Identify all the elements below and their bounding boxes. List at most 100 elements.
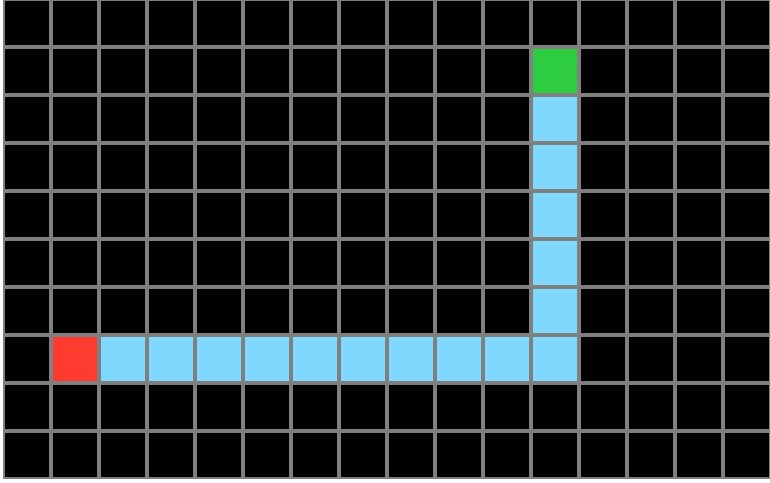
- grid-cell[interactable]: [483, 239, 531, 287]
- grid-cell[interactable]: [291, 95, 339, 143]
- grid-cell[interactable]: [195, 239, 243, 287]
- grid-cell[interactable]: [3, 95, 51, 143]
- grid-cell[interactable]: [675, 287, 723, 335]
- grid-cell[interactable]: [99, 47, 147, 95]
- grid-cell[interactable]: [435, 143, 483, 191]
- grid-cell[interactable]: [99, 431, 147, 479]
- grid-cell[interactable]: [291, 47, 339, 95]
- grid-cell[interactable]: [147, 287, 195, 335]
- path-cell[interactable]: [195, 335, 243, 383]
- grid-cell[interactable]: [579, 431, 627, 479]
- grid-cell[interactable]: [435, 0, 483, 47]
- grid-cell[interactable]: [579, 287, 627, 335]
- grid-cell[interactable]: [627, 0, 675, 47]
- grid-cell[interactable]: [195, 383, 243, 431]
- grid-cell[interactable]: [627, 47, 675, 95]
- grid-cell[interactable]: [195, 191, 243, 239]
- grid-cell[interactable]: [3, 143, 51, 191]
- grid-cell[interactable]: [51, 95, 99, 143]
- grid-cell[interactable]: [627, 383, 675, 431]
- grid-cell[interactable]: [243, 95, 291, 143]
- grid-cell[interactable]: [675, 0, 723, 47]
- grid-cell[interactable]: [147, 191, 195, 239]
- grid-cell[interactable]: [3, 239, 51, 287]
- grid-cell[interactable]: [339, 287, 387, 335]
- grid-cell[interactable]: [723, 383, 770, 431]
- grid-cell[interactable]: [723, 95, 770, 143]
- grid-cell[interactable]: [51, 287, 99, 335]
- grid-cell[interactable]: [3, 191, 51, 239]
- grid-cell[interactable]: [339, 431, 387, 479]
- start-cell[interactable]: [51, 335, 99, 383]
- grid-cell[interactable]: [147, 383, 195, 431]
- grid-cell[interactable]: [195, 47, 243, 95]
- grid-cell[interactable]: [387, 191, 435, 239]
- path-cell[interactable]: [387, 335, 435, 383]
- grid-cell[interactable]: [387, 47, 435, 95]
- grid-cell[interactable]: [435, 47, 483, 95]
- grid-cell[interactable]: [435, 431, 483, 479]
- path-cell[interactable]: [531, 239, 579, 287]
- grid-cell[interactable]: [675, 143, 723, 191]
- grid-cell[interactable]: [339, 191, 387, 239]
- grid-cell[interactable]: [531, 431, 579, 479]
- grid-cell[interactable]: [579, 191, 627, 239]
- grid-cell[interactable]: [147, 431, 195, 479]
- grid-cell[interactable]: [387, 239, 435, 287]
- grid-cell[interactable]: [483, 431, 531, 479]
- grid-cell[interactable]: [51, 383, 99, 431]
- grid-cell[interactable]: [291, 287, 339, 335]
- grid-cell[interactable]: [99, 0, 147, 47]
- path-cell[interactable]: [531, 143, 579, 191]
- path-cell[interactable]: [531, 95, 579, 143]
- grid-cell[interactable]: [483, 191, 531, 239]
- grid-cell[interactable]: [291, 383, 339, 431]
- path-cell[interactable]: [243, 335, 291, 383]
- grid-cell[interactable]: [195, 95, 243, 143]
- grid-cell[interactable]: [387, 95, 435, 143]
- grid-cell[interactable]: [3, 47, 51, 95]
- grid-cell[interactable]: [483, 95, 531, 143]
- grid-cell[interactable]: [627, 287, 675, 335]
- grid-cell[interactable]: [387, 143, 435, 191]
- grid-cell[interactable]: [339, 95, 387, 143]
- grid-cell[interactable]: [291, 191, 339, 239]
- path-cell[interactable]: [147, 335, 195, 383]
- grid-cell[interactable]: [675, 335, 723, 383]
- grid-cell[interactable]: [723, 0, 770, 47]
- grid-cell[interactable]: [195, 431, 243, 479]
- grid-cell[interactable]: [147, 239, 195, 287]
- grid-cell[interactable]: [579, 335, 627, 383]
- grid-cell[interactable]: [291, 0, 339, 47]
- grid-cell[interactable]: [675, 239, 723, 287]
- grid-cell[interactable]: [3, 383, 51, 431]
- grid-cell[interactable]: [723, 143, 770, 191]
- grid-cell[interactable]: [243, 191, 291, 239]
- grid-cell[interactable]: [723, 287, 770, 335]
- grid-cell[interactable]: [147, 143, 195, 191]
- grid-cell[interactable]: [339, 239, 387, 287]
- path-cell[interactable]: [483, 335, 531, 383]
- grid-cell[interactable]: [483, 47, 531, 95]
- grid-cell[interactable]: [243, 239, 291, 287]
- grid-cell[interactable]: [291, 431, 339, 479]
- path-cell[interactable]: [339, 335, 387, 383]
- grid-cell[interactable]: [627, 191, 675, 239]
- grid-cell[interactable]: [579, 143, 627, 191]
- grid-cell[interactable]: [579, 0, 627, 47]
- grid-cell[interactable]: [483, 143, 531, 191]
- grid-cell[interactable]: [723, 191, 770, 239]
- grid-cell[interactable]: [147, 47, 195, 95]
- grid-cell[interactable]: [99, 287, 147, 335]
- grid-cell[interactable]: [99, 143, 147, 191]
- grid-cell[interactable]: [579, 47, 627, 95]
- grid-cell[interactable]: [387, 431, 435, 479]
- path-cell[interactable]: [531, 335, 579, 383]
- grid-cell[interactable]: [483, 0, 531, 47]
- grid-cell[interactable]: [3, 287, 51, 335]
- grid-cell[interactable]: [195, 143, 243, 191]
- grid-cell[interactable]: [3, 335, 51, 383]
- grid-cell[interactable]: [435, 287, 483, 335]
- path-cell[interactable]: [99, 335, 147, 383]
- grid-cell[interactable]: [243, 383, 291, 431]
